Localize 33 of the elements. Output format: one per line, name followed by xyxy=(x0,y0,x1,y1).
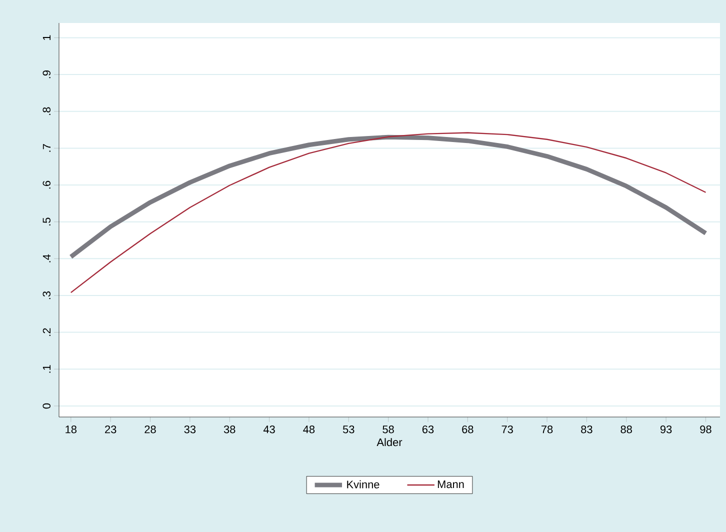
x-tick-label: 38 xyxy=(224,426,236,434)
x-tick-label: 18 xyxy=(66,426,77,434)
x-tick-label: 28 xyxy=(144,426,156,434)
legend-label: Kvinne xyxy=(347,480,380,488)
x-tick-label: 33 xyxy=(184,426,196,434)
x-tick-label: 58 xyxy=(382,426,394,434)
x-tick-label: 78 xyxy=(541,426,553,434)
x-tick-label: 48 xyxy=(303,426,315,434)
x-tick-label: 63 xyxy=(422,426,434,434)
x-tick-label: 53 xyxy=(342,426,354,434)
x-tick-label: 43 xyxy=(263,426,275,434)
y-tick-label: .1 xyxy=(42,365,50,373)
y-tick-label: 0 xyxy=(42,403,50,409)
x-tick-label: 68 xyxy=(462,426,474,434)
line-series xyxy=(70,132,706,294)
x-tick-label: 23 xyxy=(105,426,116,434)
y-tick-label: .8 xyxy=(42,107,50,115)
x-tick-label: 83 xyxy=(581,426,592,434)
y-tick-label: .9 xyxy=(42,70,50,78)
y-tick-label: .6 xyxy=(42,180,50,189)
x-tick-label: 93 xyxy=(660,426,672,434)
x-tick-label: 98 xyxy=(700,426,712,434)
legend-label: Mann xyxy=(438,480,464,488)
y-tick-label: .5 xyxy=(42,218,50,226)
y-tick-label: .2 xyxy=(42,328,50,336)
y-tick-label: .4 xyxy=(42,254,50,262)
x-tick-label: 88 xyxy=(620,426,632,434)
x-axis-title: Alder xyxy=(376,438,402,446)
y-tick-label: .3 xyxy=(42,291,50,300)
line-series xyxy=(68,134,708,260)
y-tick-label: 1 xyxy=(42,35,50,40)
y-tick-label: .7 xyxy=(42,144,50,152)
x-tick-label: 73 xyxy=(502,426,513,434)
